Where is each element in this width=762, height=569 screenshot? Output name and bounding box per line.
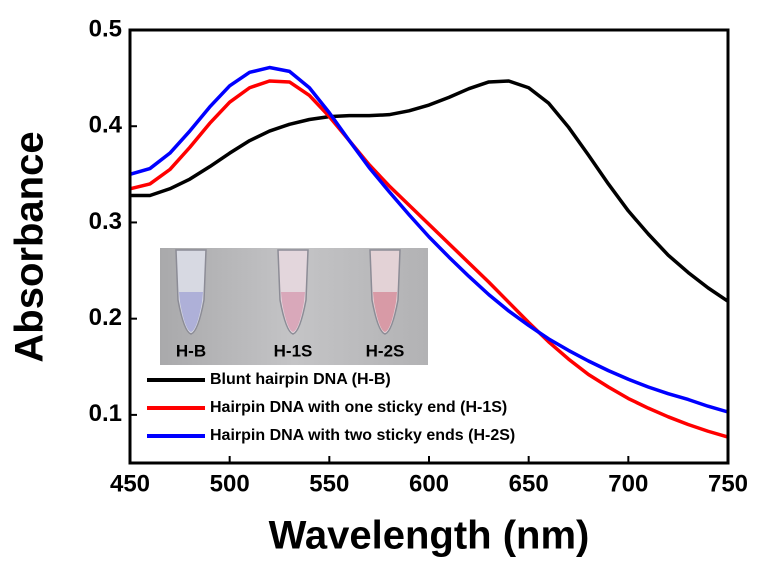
y-tick-label: 0.4 xyxy=(89,112,123,139)
tube xyxy=(369,249,401,335)
legend-label: Blunt hairpin DNA (H-B) xyxy=(210,371,391,388)
series-line xyxy=(129,65,729,414)
plot-frame xyxy=(128,28,730,465)
x-tick-label: 550 xyxy=(309,470,349,497)
x-tick-label: 700 xyxy=(608,470,648,497)
inset-photo: H-B H-1S H-2S xyxy=(160,248,428,365)
x-tick-label: 600 xyxy=(409,470,449,497)
y-axis-title: Absorbance xyxy=(8,131,52,362)
tube xyxy=(277,249,309,335)
y-tick-label: 0.2 xyxy=(89,304,122,331)
y-tick-label: 0.5 xyxy=(89,15,122,42)
x-axis-title: Wavelength (nm) xyxy=(269,514,590,558)
y-tick-label: 0.1 xyxy=(89,400,122,427)
legend-label: Hairpin DNA with one sticky end (H-1S) xyxy=(210,399,507,416)
tube xyxy=(175,249,207,335)
y-tick-label: 0.3 xyxy=(89,208,122,235)
x-tick-label: 450 xyxy=(110,470,150,497)
x-tick-label: 650 xyxy=(509,470,549,497)
x-tick-label: 500 xyxy=(210,470,250,497)
inset-label: H-1S xyxy=(274,341,313,360)
x-tick-label: 750 xyxy=(708,470,748,497)
inset-label: H-2S xyxy=(366,341,405,360)
series-line xyxy=(129,79,729,439)
series-line xyxy=(130,79,729,303)
legend-label: Hairpin DNA with two sticky ends (H-2S) xyxy=(210,427,515,444)
inset-label: H-B xyxy=(176,341,206,360)
